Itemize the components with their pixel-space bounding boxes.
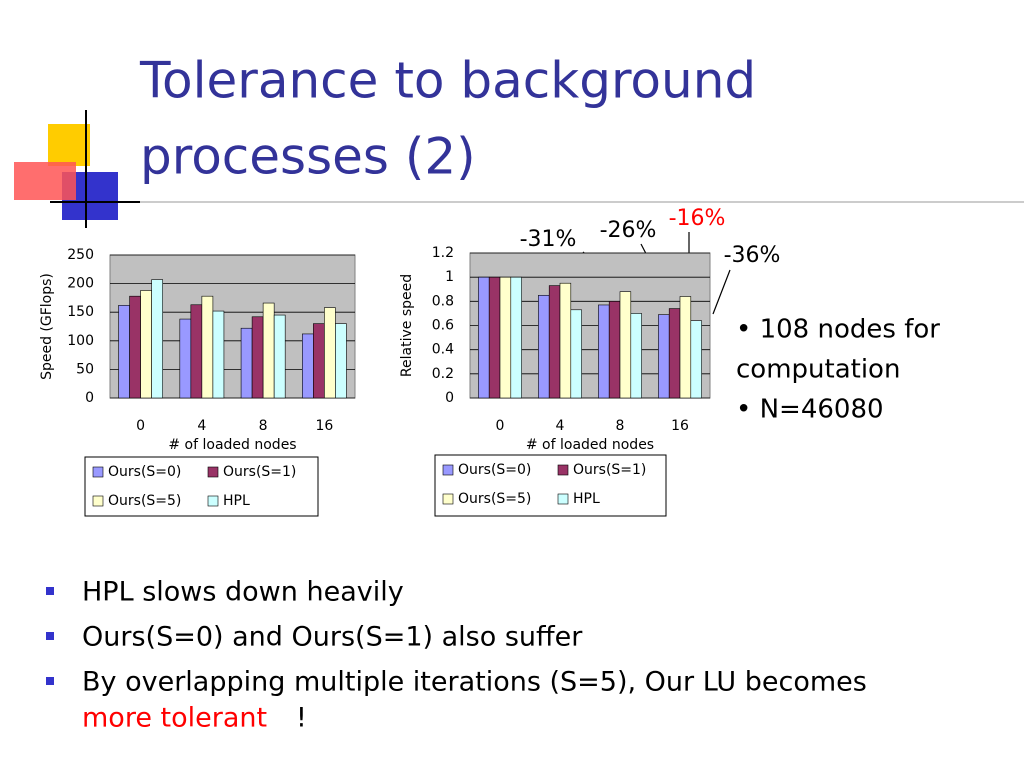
legend-label: Ours(S=5) xyxy=(108,493,181,509)
bullet: Ours(S=0) and Ours(S=1) also suffer xyxy=(82,622,583,653)
legend-label: Ours(S=1) xyxy=(223,464,296,480)
annotation: -36% xyxy=(724,243,781,268)
bar xyxy=(668,308,681,399)
bar xyxy=(630,313,642,399)
bar xyxy=(190,304,203,399)
bar xyxy=(251,316,264,399)
bar xyxy=(559,282,572,399)
bar xyxy=(598,304,610,399)
legend xyxy=(434,454,667,517)
annotation: -26% xyxy=(600,218,657,243)
legend-swatch xyxy=(92,466,104,478)
y-axis-label: Relative speed xyxy=(399,274,415,377)
bullet: By overlapping multiple iterations (S=5)… xyxy=(82,667,867,698)
legend-label: Ours(S=5) xyxy=(458,491,531,507)
bar xyxy=(118,305,130,399)
y-axis-label: Speed (GFlops) xyxy=(39,273,55,380)
legend-label: Ours(S=1) xyxy=(573,462,646,478)
bar xyxy=(324,307,336,399)
bar xyxy=(608,301,621,399)
title: Tolerance to background xyxy=(139,52,756,110)
bullet-mark xyxy=(46,587,54,595)
bar xyxy=(140,290,152,399)
bar xyxy=(570,309,582,399)
legend-swatch xyxy=(92,495,104,507)
legend-swatch xyxy=(557,493,569,505)
x-tick-label: 16 xyxy=(315,418,333,434)
y-tick-label: 1.2 xyxy=(432,245,454,261)
y-tick-label: 150 xyxy=(67,304,94,320)
y-tick-label: 1 xyxy=(445,269,454,285)
x-axis-label: # of loaded nodes xyxy=(526,437,654,453)
y-tick-label: 100 xyxy=(67,333,94,349)
x-tick-label: 16 xyxy=(671,418,689,434)
side-bullet: • 108 nodes for xyxy=(736,315,940,345)
legend-swatch xyxy=(442,493,454,505)
deco xyxy=(14,162,76,200)
bar xyxy=(129,295,141,399)
bullet: HPL slows down heavily xyxy=(82,577,404,608)
bar xyxy=(151,279,163,399)
x-tick-label: 0 xyxy=(496,418,505,434)
legend-swatch xyxy=(207,495,219,507)
bar xyxy=(262,302,275,399)
bar xyxy=(679,296,692,399)
y-tick-label: 50 xyxy=(76,361,94,377)
bar xyxy=(302,333,314,399)
bar xyxy=(538,294,550,399)
legend-label: Ours(S=0) xyxy=(458,462,531,478)
bar xyxy=(619,291,632,399)
y-tick-label: 200 xyxy=(67,276,94,292)
legend-label: Ours(S=0) xyxy=(108,464,181,480)
bar xyxy=(179,318,192,399)
deco xyxy=(48,124,90,166)
x-axis-label: # of loaded nodes xyxy=(168,437,296,453)
bar xyxy=(488,276,501,399)
bar xyxy=(335,323,347,399)
legend-swatch xyxy=(442,464,454,476)
bar xyxy=(313,323,325,399)
annotation: -16% xyxy=(669,206,726,231)
bar xyxy=(212,310,225,399)
bullet-red: more tolerant xyxy=(82,703,267,734)
bar xyxy=(658,314,670,399)
y-tick-label: 0.6 xyxy=(432,318,454,334)
y-tick-label: 0.4 xyxy=(432,342,454,358)
y-tick-label: 0 xyxy=(85,390,94,406)
bar xyxy=(548,285,561,399)
y-tick-label: 250 xyxy=(67,247,94,263)
x-tick-label: 4 xyxy=(197,418,206,434)
side-bullet: • N=46080 xyxy=(736,395,884,425)
annotation: -31% xyxy=(520,227,577,252)
title: processes (2) xyxy=(140,128,476,186)
bar xyxy=(240,327,253,399)
bar xyxy=(690,320,702,399)
bullet-mark xyxy=(46,677,54,685)
y-tick-label: 0.8 xyxy=(432,293,454,309)
legend-label: HPL xyxy=(573,491,600,507)
bar xyxy=(510,276,522,399)
legend-label: HPL xyxy=(223,493,250,509)
bar xyxy=(499,276,512,399)
x-tick-label: 8 xyxy=(616,418,625,434)
legend xyxy=(84,456,319,517)
bar xyxy=(273,314,286,399)
bullet-mark xyxy=(46,632,54,640)
legend-swatch xyxy=(557,464,569,476)
bullet: ! xyxy=(296,703,307,734)
y-tick-label: 0 xyxy=(445,390,454,406)
x-tick-label: 8 xyxy=(259,418,268,434)
legend-swatch xyxy=(207,466,219,478)
side-bullet: computation xyxy=(736,355,900,385)
x-tick-label: 0 xyxy=(136,418,145,434)
x-tick-label: 4 xyxy=(556,418,565,434)
bar xyxy=(478,276,490,399)
bar xyxy=(201,295,214,399)
y-tick-label: 0.2 xyxy=(432,366,454,382)
